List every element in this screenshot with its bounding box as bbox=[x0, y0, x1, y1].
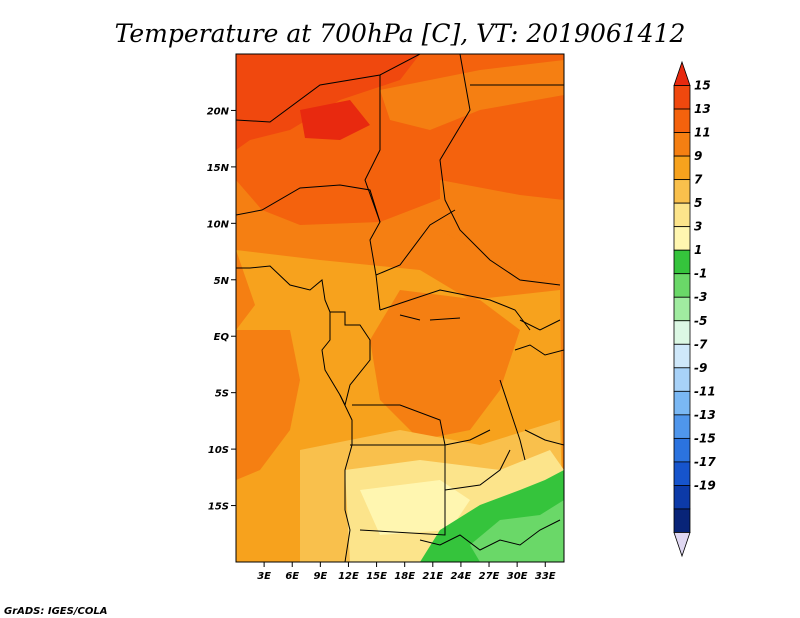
credit-label: GrADS: IGES/COLA bbox=[4, 606, 107, 617]
temperature-field bbox=[236, 54, 564, 562]
colorbar-label: 1 bbox=[694, 243, 702, 257]
colorbar-swatch bbox=[673, 532, 691, 558]
colorbar-label: -3 bbox=[694, 290, 707, 304]
colorbar-swatch bbox=[673, 179, 691, 204]
colorbar-swatch bbox=[673, 273, 691, 298]
y-tick-label: 15N bbox=[207, 163, 230, 174]
plot-title: Temperature at 700hPa [C], VT: 201906141… bbox=[115, 19, 686, 48]
x-tick-label: 18E bbox=[394, 571, 415, 582]
y-tick-label: 10S bbox=[208, 445, 229, 456]
colorbar-swatch bbox=[673, 249, 691, 275]
colorbar-label: -9 bbox=[694, 361, 707, 375]
colorbar-swatch bbox=[673, 367, 691, 392]
colorbar-label: -11 bbox=[694, 384, 716, 398]
colorbar-label: -13 bbox=[694, 408, 716, 422]
map-frame bbox=[235, 53, 565, 563]
colorbar-swatch bbox=[673, 202, 691, 228]
colorbar-label: -5 bbox=[694, 314, 707, 328]
y-tick-label: 15S bbox=[208, 502, 229, 513]
x-tick-label: 21E bbox=[422, 571, 443, 582]
x-tick-label: 30E bbox=[507, 571, 528, 582]
colorbar-swatch bbox=[673, 414, 691, 439]
colorbar-swatch bbox=[673, 60, 691, 86]
colorbar-swatch bbox=[673, 226, 691, 251]
colorbar-label: -1 bbox=[694, 267, 707, 281]
colorbar-label: 7 bbox=[694, 173, 703, 187]
colorbar-label: 15 bbox=[694, 79, 711, 93]
colorbar-label: -15 bbox=[694, 431, 716, 445]
x-tick-label: 27E bbox=[479, 571, 500, 582]
colorbar-swatch bbox=[673, 343, 691, 369]
colorbar-swatch bbox=[673, 390, 691, 416]
colorbar-label: -17 bbox=[694, 455, 716, 469]
colorbar-label: 13 bbox=[694, 102, 711, 116]
colorbar-swatch bbox=[673, 461, 691, 486]
colorbar-swatch bbox=[673, 508, 691, 533]
x-tick-label: 6E bbox=[285, 571, 299, 582]
x-tick-label: 9E bbox=[313, 571, 327, 582]
colorbar-swatch bbox=[673, 320, 691, 345]
y-tick-label: 10N bbox=[207, 219, 230, 230]
x-tick-label: 12E bbox=[338, 571, 359, 582]
y-tick-label: 5S bbox=[215, 389, 229, 400]
colorbar-swatch bbox=[673, 155, 691, 181]
colorbar-swatch bbox=[673, 296, 691, 322]
colorbar: 15 13 11 9 7 5 3 1 -1 -3 -5 -7 -9 -11 -13 -15 -17 -19 bbox=[673, 60, 716, 558]
colorbar-label: 3 bbox=[694, 220, 702, 234]
x-tick-label: 24E bbox=[451, 571, 472, 582]
colorbar-label: 9 bbox=[694, 149, 702, 163]
colorbar-label: 5 bbox=[694, 196, 702, 210]
y-tick-label: 5N bbox=[214, 276, 230, 287]
y-tick-label: EQ bbox=[214, 332, 230, 343]
y-tick-label: 20N bbox=[207, 106, 230, 117]
country-borders bbox=[236, 54, 564, 562]
x-tick-label: 3E bbox=[257, 571, 271, 582]
colorbar-swatch bbox=[673, 132, 691, 157]
colorbar-label: 11 bbox=[694, 126, 711, 140]
colorbar-label: -7 bbox=[694, 337, 708, 351]
colorbar-label: -19 bbox=[694, 478, 716, 492]
colorbar-swatch bbox=[673, 108, 691, 133]
colorbar-swatch bbox=[673, 485, 691, 510]
colorbar-swatch bbox=[673, 85, 691, 110]
x-tick-label: 15E bbox=[366, 571, 387, 582]
x-tick-label: 33E bbox=[535, 571, 556, 582]
x-axis: 3E 6E 9E 12E 15E 18E 21E 24E 27E 30E 33E bbox=[257, 562, 556, 582]
colorbar-swatch bbox=[673, 437, 691, 463]
y-axis: 20N 15N 10N 5N EQ 5S 10S 15S bbox=[207, 106, 236, 513]
